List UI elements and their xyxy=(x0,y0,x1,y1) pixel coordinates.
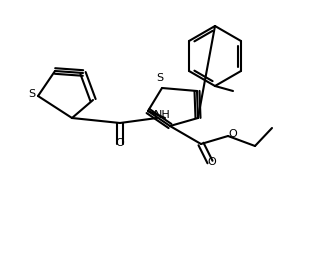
Text: O: O xyxy=(229,129,238,139)
Text: S: S xyxy=(28,89,36,99)
Text: O: O xyxy=(208,157,216,167)
Text: NH: NH xyxy=(154,110,170,120)
Text: O: O xyxy=(116,138,124,148)
Text: S: S xyxy=(157,73,163,83)
